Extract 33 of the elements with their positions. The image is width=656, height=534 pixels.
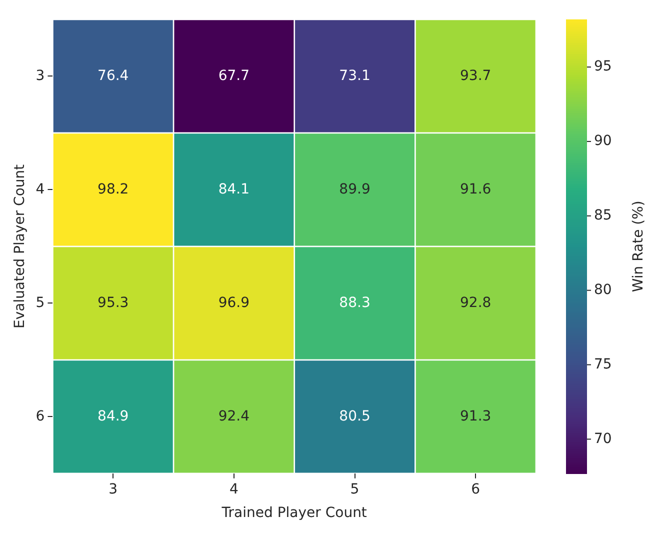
x-tick-label: 6 [471, 481, 480, 498]
data-label: 84.1 [218, 181, 250, 198]
data-label: 92.8 [460, 294, 492, 311]
data-label: 80.5 [339, 408, 370, 424]
y-axis-title: Evaluated Player Count [12, 164, 28, 328]
data-label: 92.4 [218, 408, 250, 424]
color-bar-title: Win Rate (%) [630, 200, 647, 292]
data-label: 89.9 [339, 181, 370, 198]
color-bar-label: 85 [594, 208, 612, 224]
color-bar-label: 75 [594, 356, 612, 372]
data-label: 93.7 [460, 68, 492, 84]
data-label: 98.2 [98, 181, 129, 198]
y-tick-label: 3 [36, 68, 45, 84]
color-bar-label: 70 [594, 430, 612, 447]
y-tick-label: 5 [36, 294, 45, 311]
y-tick-label: 6 [36, 408, 45, 424]
data-label: 91.6 [460, 181, 492, 198]
x-axis-title: Trained Player Count [220, 505, 368, 522]
x-tick-label: 3 [108, 481, 118, 498]
x-tick-label: 5 [350, 481, 360, 498]
data-label: 73.1 [339, 68, 370, 84]
color-bar-label: 80 [594, 282, 612, 298]
color-bar-label: 90 [594, 133, 612, 150]
data-label: 96.9 [218, 294, 250, 311]
data-label: 91.3 [460, 408, 492, 424]
y-tick-label: 4 [36, 181, 45, 198]
data-label: 84.9 [98, 408, 129, 424]
data-label: 95.3 [98, 294, 129, 311]
data-label: 88.3 [339, 294, 370, 311]
data-label: 76.4 [98, 68, 129, 84]
color-bar-label: 95 [594, 58, 612, 75]
x-tick-label: 4 [229, 481, 238, 498]
data-label: 67.7 [218, 68, 250, 84]
